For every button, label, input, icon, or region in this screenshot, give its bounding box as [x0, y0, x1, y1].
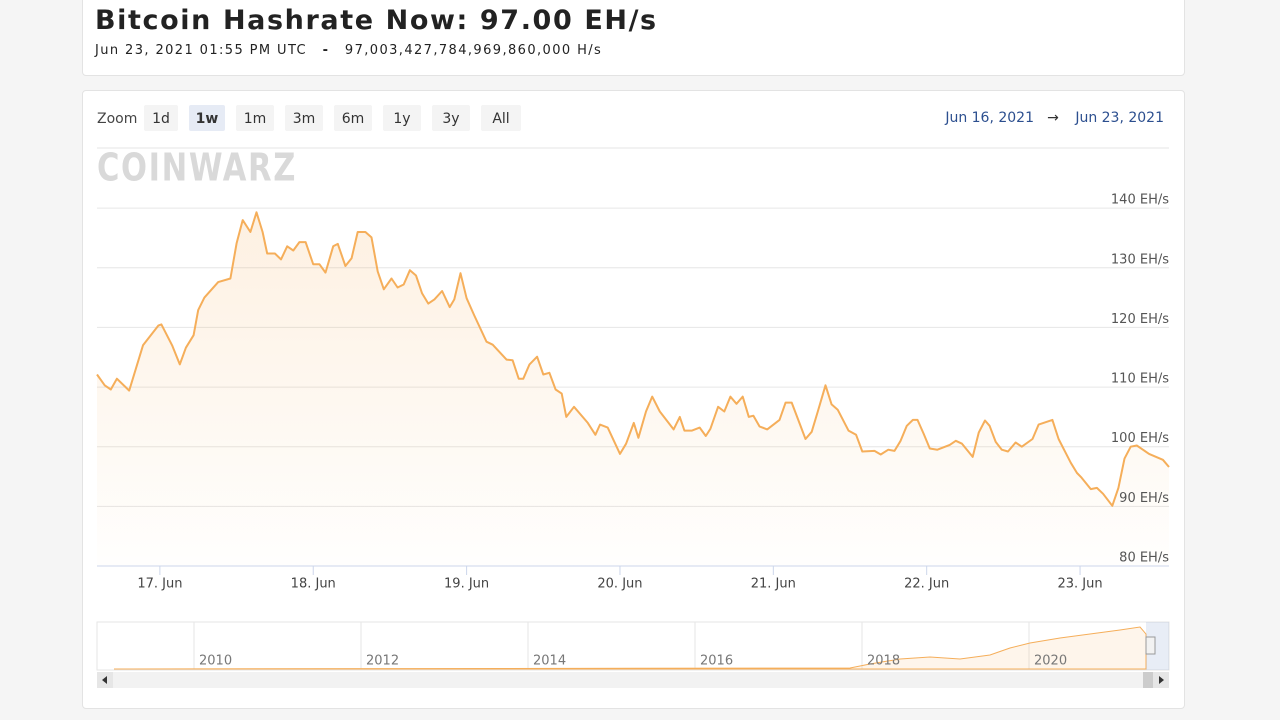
zoom-button[interactable] [334, 105, 372, 131]
y-tick-label: 120 EH/s [1111, 312, 1169, 327]
x-tick-label: 23. Jun [1057, 577, 1102, 592]
date-arrow: → [1047, 110, 1059, 126]
x-tick-label: 20. Jun [597, 577, 642, 592]
zoom-button-label: 3y [442, 111, 459, 127]
scrollbar[interactable] [97, 672, 1169, 688]
zoom-button[interactable] [481, 105, 521, 131]
scroll-thumb[interactable] [1143, 672, 1153, 688]
navigator [96, 621, 1170, 671]
header-card: Bitcoin Hashrate Now: 97.00 EH/s Jun 23,… [82, 0, 1185, 76]
y-tick-label: 90 EH/s [1119, 491, 1169, 506]
navigator-label: 2012 [366, 654, 399, 669]
y-tick-label: 100 EH/s [1111, 431, 1169, 446]
zoom-button[interactable] [189, 105, 225, 131]
zoom-button-label: 6m [342, 111, 365, 127]
zoom-button[interactable] [144, 105, 178, 131]
navigator-label: 2014 [533, 654, 566, 669]
zoom-button-label: 1y [393, 111, 410, 127]
zoom-button[interactable] [236, 105, 274, 131]
area-fill [97, 212, 1169, 567]
navigator-mask [1146, 622, 1169, 670]
date: Jun 23, 2021 01:55 PM UTC [95, 43, 308, 58]
zoom-button-label: 1d [152, 111, 170, 127]
x-tick-label: 22. Jun [904, 577, 949, 592]
arrow-right [1159, 676, 1164, 684]
navigator-label: 2016 [700, 654, 733, 669]
watermark: COINWARZ [97, 146, 297, 190]
navigator-label: 2020 [1034, 654, 1067, 669]
navigator-series [113, 626, 1147, 670]
x-tick-label: 21. Jun [751, 577, 796, 592]
y-tick-label: 110 EH/s [1111, 372, 1169, 387]
title: Bitcoin Hashrate Now: 97.00 EH/s [95, 5, 658, 36]
date-from: Jun 16, 2021 [944, 110, 1034, 126]
subtitle: Jun 23, 2021 01:55 PM UTC - 97,003,427,7… [95, 43, 612, 58]
zoom-button-label: All [492, 111, 509, 127]
arrow-left [102, 676, 107, 684]
x-tick-label: 17. Jun [137, 577, 182, 592]
separator: - [322, 43, 330, 58]
x-tick-label: 18. Jun [291, 577, 336, 592]
hashrate: 97,003,427,784,969,860,000 H/s [344, 43, 603, 58]
date-to: Jun 23, 2021 [1074, 110, 1164, 126]
zoom-button-label: 1w [196, 111, 219, 127]
y-tick-label: 80 EH/s [1119, 551, 1169, 566]
zoom-button-label: 1m [244, 111, 267, 127]
y-tick-label: 140 EH/s [1111, 193, 1169, 208]
x-tick-label: 19. Jun [444, 577, 489, 592]
navigator-handle[interactable] [1145, 636, 1156, 655]
zoom-label: Zoom [97, 111, 137, 127]
line-series [96, 211, 1170, 507]
navigator-label: 2010 [199, 654, 232, 669]
navigator-label: 2018 [867, 654, 900, 669]
zoom-button[interactable] [432, 105, 470, 131]
y-tick-label: 130 EH/s [1111, 252, 1169, 267]
zoom-button[interactable] [285, 105, 323, 131]
zoom-button-label: 3m [293, 111, 316, 127]
zoom-button[interactable] [383, 105, 421, 131]
